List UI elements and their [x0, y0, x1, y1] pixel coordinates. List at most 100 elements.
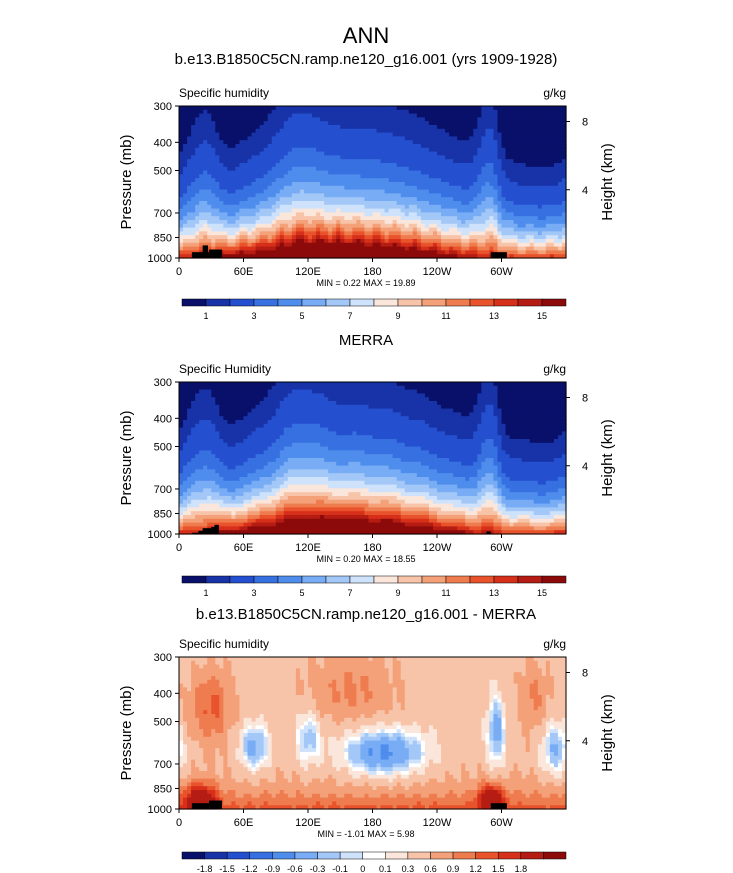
heatmap-cell: [396, 393, 402, 398]
heatmap-cell: [545, 151, 551, 156]
heatmap-cell: [187, 193, 192, 198]
heatmap-cell: [465, 216, 470, 221]
heatmap-cell: [364, 389, 370, 394]
heatmap-cell: [348, 125, 353, 130]
heatmap-cell: [541, 389, 547, 394]
heatmap-cell: [259, 382, 265, 387]
heatmap-cell: [372, 242, 378, 248]
heatmap-cell: [308, 385, 313, 391]
heatmap-cell: [441, 125, 446, 130]
heatmap-cell: [320, 246, 325, 251]
heatmap-cell: [529, 128, 535, 134]
heatmap-cell: [360, 163, 366, 168]
heatmap-cell: [344, 128, 349, 134]
heatmap-cell: [549, 397, 555, 402]
heatmap-cell: [545, 166, 551, 172]
heatmap-cell: [388, 166, 394, 172]
heatmap-cell: [316, 208, 321, 213]
heatmap-cell: [396, 185, 402, 191]
heatmap-cell: [384, 201, 390, 206]
heatmap-cell: [557, 106, 563, 111]
heatmap-cell: [215, 412, 220, 417]
heatmap-cell: [247, 201, 253, 206]
heatmap-cell: [420, 136, 426, 141]
heatmap-cell: [352, 382, 357, 387]
heatmap-cell: [388, 420, 394, 425]
heatmap-cell: [473, 404, 478, 410]
heatmap-cell: [445, 227, 450, 232]
heatmap-cell: [239, 178, 245, 183]
colorbar-box: [397, 298, 423, 307]
heatmap-cell: [505, 163, 511, 168]
heatmap-cell: [352, 185, 357, 191]
heatmap-cell: [461, 382, 466, 387]
heatmap-cell: [356, 201, 362, 206]
heatmap-cell: [541, 401, 547, 406]
heatmap-cell: [199, 208, 204, 213]
heatmap-cell: [303, 389, 309, 394]
heatmap-cell: [537, 166, 543, 172]
heatmap-cell: [561, 235, 567, 240]
heatmap-cell: [348, 416, 353, 421]
heatmap-cell: [219, 113, 224, 118]
colorbar-box: [277, 298, 303, 307]
heatmap-cell: [199, 201, 204, 206]
heatmap-cell: [195, 201, 200, 206]
heatmap-cell: [408, 182, 414, 187]
heatmap-cell: [336, 189, 341, 194]
heatmap-cell: [428, 385, 434, 391]
heatmap-cell: [271, 408, 277, 413]
heatmap-cell: [251, 416, 257, 421]
heatmap-cell: [195, 174, 200, 179]
heatmap-cell: [537, 254, 543, 259]
heatmap-cell: [312, 185, 317, 191]
heatmap-cell: [412, 385, 418, 391]
heatmap-cell: [408, 231, 414, 236]
heatmap-cell: [525, 227, 531, 232]
heatmap-cell: [203, 189, 208, 194]
heatmap-cell: [521, 113, 527, 118]
heatmap-cell: [432, 163, 438, 168]
heatmap-cell: [275, 412, 281, 417]
heatmap-cell: [203, 166, 208, 172]
heatmap-cell: [271, 197, 277, 202]
heatmap-cell: [308, 109, 313, 115]
heatmap-cell: [501, 416, 507, 421]
heatmap-cell: [404, 144, 410, 149]
heatmap-cell: [368, 231, 374, 236]
heatmap-cell: [493, 239, 499, 244]
heatmap-cell: [553, 220, 559, 225]
heatmap-cell: [408, 397, 414, 402]
heatmap-cell: [412, 242, 418, 248]
heatmap-cell: [279, 254, 285, 259]
heatmap-cell: [360, 178, 366, 183]
heatmap-cell: [179, 416, 184, 421]
heatmap-cell: [541, 109, 547, 115]
heatmap-cell: [247, 128, 253, 134]
heatmap-cell: [445, 246, 450, 251]
heatmap-cell: [191, 151, 196, 156]
heatmap-cell: [372, 212, 378, 217]
heatmap-cell: [352, 178, 357, 183]
heatmap-cell: [308, 397, 313, 402]
heatmap-cell: [211, 197, 216, 202]
heatmap-cell: [457, 227, 462, 232]
heatmap-cell: [428, 166, 434, 172]
heatmap-cell: [243, 235, 249, 240]
heatmap-cell: [316, 193, 321, 198]
heatmap-cell: [332, 125, 337, 130]
heatmap-cell: [561, 404, 567, 410]
heatmap-cell: [537, 151, 543, 156]
heatmap-cell: [259, 159, 265, 164]
heatmap-cell: [392, 223, 398, 229]
heatmap-cell: [303, 151, 309, 156]
heatmap-cell: [340, 106, 345, 111]
heatmap-cell: [275, 246, 281, 251]
heatmap-cell: [340, 401, 345, 406]
heatmap-cell: [392, 163, 398, 168]
heatmap-cell: [404, 140, 410, 145]
heatmap-cell: [360, 382, 366, 387]
heatmap-cell: [561, 412, 567, 417]
heatmap-cell: [368, 239, 374, 244]
heatmap-cell: [485, 404, 491, 410]
